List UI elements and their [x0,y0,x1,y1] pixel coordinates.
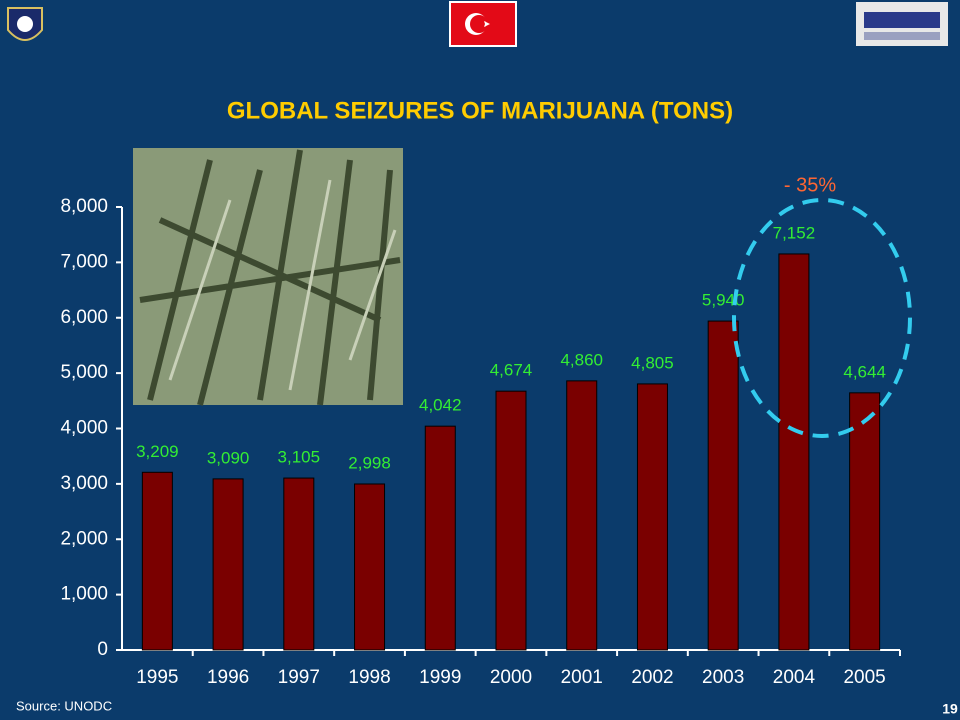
value-label: 7,152 [773,223,816,242]
annotation: - 35% [784,174,836,196]
bar [212,478,244,651]
y-tick-label: 0 [97,639,108,660]
page-number: 19 [942,701,958,717]
bar [495,390,527,651]
y-tick-label: 6,000 [60,307,108,328]
x-tick-label: 1999 [419,667,461,688]
x-tick-label: 1995 [136,667,178,688]
source: Source: UNODC [16,698,112,713]
value-label: 4,805 [631,353,674,372]
bar [778,253,810,651]
value-label: 3,105 [278,448,321,467]
x-tick-label: 1997 [278,667,320,688]
x-tick-label: 2005 [843,667,885,688]
y-tick-label: 4,000 [60,418,108,439]
value-label: 4,674 [490,361,533,380]
bar [636,383,668,651]
y-tick-label: 5,000 [60,362,108,383]
y-tick-label: 3,000 [60,473,108,494]
value-label: 2,998 [348,453,391,472]
bar [707,320,739,651]
bar [566,380,598,651]
y-tick-label: 8,000 [60,196,108,217]
value-label: 5,940 [702,291,745,310]
x-tick-label: 1996 [207,667,249,688]
x-tick-label: 2003 [702,667,744,688]
x-tick-label: 2004 [773,667,816,688]
value-label: 4,860 [560,350,603,369]
y-tick-label: 2,000 [60,528,108,549]
bar [849,392,881,651]
value-label: 4,042 [419,396,462,415]
photo [133,148,403,406]
x-tick-label: 2001 [561,667,603,688]
flag [449,1,517,47]
x-tick-label: 1998 [348,667,390,688]
bar [354,483,386,651]
x-tick-label: 2000 [490,667,532,688]
y-tick-label: 7,000 [60,251,108,272]
bar [283,477,315,651]
x-tick-label: 2002 [631,667,673,688]
police-logo [7,7,43,41]
value-label: 4,644 [843,362,886,381]
chart-title: GLOBAL SEIZURES OF MARIJUANA (TONS) [227,97,733,124]
bar [424,425,456,651]
bar [141,471,173,651]
kom-logo [856,2,948,46]
highlight-ellipse [732,198,912,438]
value-label: 3,209 [136,442,179,461]
y-tick-label: 1,000 [60,584,108,605]
value-label: 3,090 [207,448,250,467]
